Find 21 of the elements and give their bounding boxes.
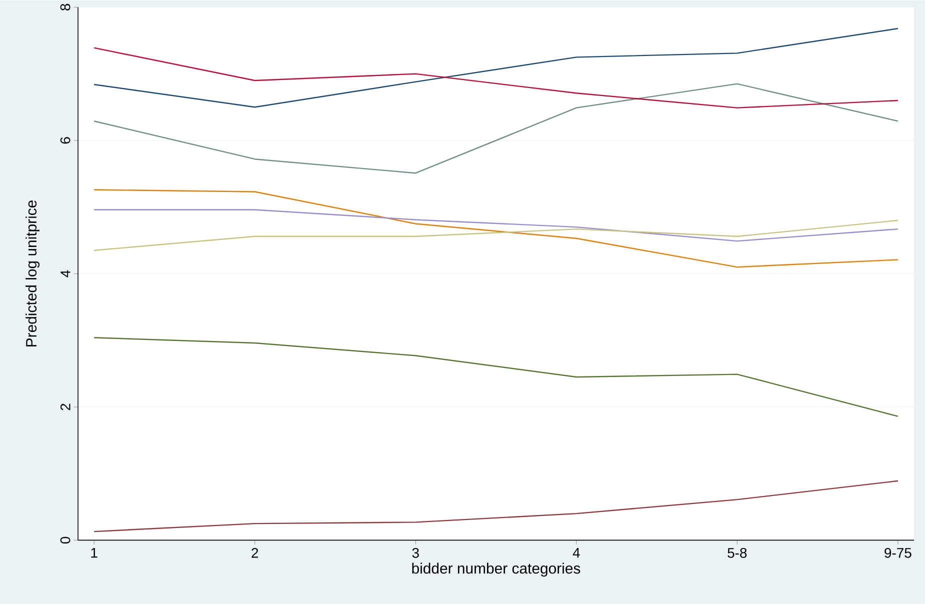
x-tick-label: 5-8: [728, 548, 747, 558]
line-series: [93, 83, 899, 174]
x-tick-label: 4: [572, 548, 580, 558]
line-series: [93, 480, 899, 532]
x-axis-title: bidder number categories: [412, 562, 580, 577]
y-tick-label: 6: [60, 137, 70, 144]
line-series: [93, 47, 899, 108]
line-series: [93, 336, 899, 417]
line-series: [93, 189, 899, 268]
y-axis-title: Predicted log unitprice: [26, 200, 40, 346]
x-tick-label: 3: [412, 548, 419, 558]
y-tick-label: 4: [60, 270, 70, 278]
x-tick-label: 2: [252, 548, 258, 558]
line-series: [93, 220, 899, 251]
x-tick-label: 1: [91, 548, 98, 558]
y-tick-label: 2: [60, 404, 70, 410]
line-series: [93, 28, 899, 108]
line-series: [93, 209, 899, 242]
y-tick-label: 0: [60, 536, 70, 544]
y-tick-label: 8: [60, 4, 70, 10]
x-tick-label: 9-75: [884, 548, 912, 558]
